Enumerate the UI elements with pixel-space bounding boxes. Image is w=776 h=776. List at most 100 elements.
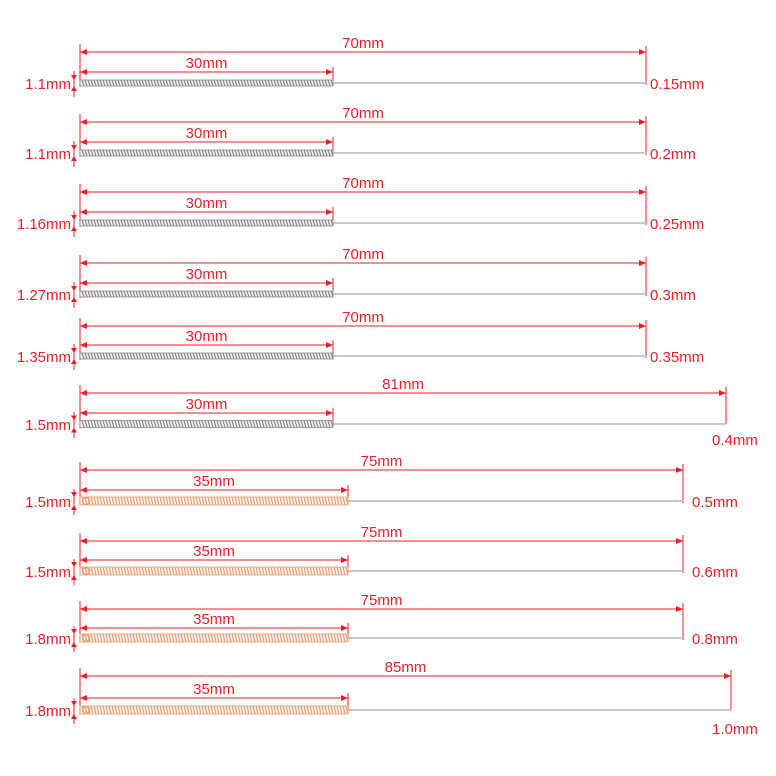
total-length-arrow-left-arrowhead <box>80 260 87 266</box>
coil-diameter-label: 1.8mm <box>25 703 71 720</box>
spring-row: 85mm 35mm 1.8mm 1.0mm <box>25 659 758 738</box>
total-length-arrow-left-arrowhead <box>80 189 87 195</box>
coil-length-label: 35mm <box>193 681 235 698</box>
total-length-arrow-right-arrowhead <box>639 119 646 125</box>
coil-length-arrow-left-arrowhead <box>80 280 87 286</box>
coil-diameter-label: 1.1mm <box>25 146 71 163</box>
total-length-arrow-right-arrowhead <box>676 538 683 544</box>
coil-length-label: 30mm <box>186 55 228 72</box>
spring-row: 70mm 30mm 1.1mm 0.2mm <box>25 105 696 167</box>
coil-end-loop <box>81 705 91 715</box>
coil-windings <box>81 149 334 157</box>
coil-length-label: 35mm <box>193 473 235 490</box>
coil-length-arrow-left-arrowhead <box>80 69 87 75</box>
total-length-arrow-left-arrowhead <box>80 606 87 612</box>
diameter-arrow-top <box>71 562 77 567</box>
total-length-arrow-right-arrowhead <box>639 49 646 55</box>
diameter-arrow-bottom <box>71 505 77 510</box>
coil-windings <box>81 290 334 298</box>
coil-length-arrow-right-arrowhead <box>326 280 333 286</box>
spring-row: 70mm 30mm 1.27mm 0.3mm <box>17 246 696 308</box>
spring-row: 75mm 35mm 1.5mm 0.5mm <box>25 453 738 515</box>
coil-length-arrow-left-arrowhead <box>80 342 87 348</box>
coil-length-label: 30mm <box>186 125 228 142</box>
total-length-arrow-left-arrowhead <box>80 467 87 473</box>
diameter-arrow-bottom <box>71 359 77 364</box>
diameter-arrow-bottom <box>71 575 77 580</box>
coil-windings <box>81 219 334 227</box>
total-length-label: 70mm <box>342 246 384 263</box>
total-length-label: 75mm <box>361 524 403 541</box>
coil-length-arrow-right-arrowhead <box>326 342 333 348</box>
coil-end-loop <box>81 566 91 576</box>
coil-diameter-label: 1.5mm <box>25 494 71 511</box>
total-length-label: 75mm <box>361 453 403 470</box>
wire-diameter-label: 0.4mm <box>712 432 758 449</box>
coil-length-label: 35mm <box>193 543 235 560</box>
wire-diameter-label: 0.8mm <box>692 631 738 648</box>
total-length-arrow-right-arrowhead <box>724 673 731 679</box>
coil-end-loop <box>81 633 91 643</box>
total-length-arrow-right-arrowhead <box>639 323 646 329</box>
diameter-arrow-bottom <box>71 297 77 302</box>
diameter-arrow-top <box>71 215 77 220</box>
coil-diameter-label: 1.1mm <box>25 76 71 93</box>
coil-length-label: 30mm <box>186 266 228 283</box>
coil-windings <box>81 79 334 87</box>
diameter-arrow-bottom <box>71 156 77 161</box>
spring-row: 81mm 30mm 1.5mm 0.4mm <box>25 376 758 449</box>
coil-diameter-label: 1.27mm <box>17 287 71 304</box>
total-length-label: 70mm <box>342 35 384 52</box>
coil-length-arrow-right-arrowhead <box>341 487 348 493</box>
coil-length-arrow-left-arrowhead <box>80 487 87 493</box>
total-length-arrow-left-arrowhead <box>80 49 87 55</box>
total-length-arrow-left-arrowhead <box>80 323 87 329</box>
spring-row: 70mm 30mm 1.1mm 0.15mm <box>25 35 704 97</box>
coil-length-arrow-right-arrowhead <box>341 557 348 563</box>
coil-diameter-label: 1.5mm <box>25 564 71 581</box>
total-length-arrow-left-arrowhead <box>80 119 87 125</box>
wire-diameter-label: 0.25mm <box>650 216 704 233</box>
wire-diameter-label: 1.0mm <box>712 721 758 738</box>
coil-length-arrow-left-arrowhead <box>80 625 87 631</box>
spring-row: 70mm 30mm 1.16mm 0.25mm <box>17 175 704 237</box>
coil-length-arrow-right-arrowhead <box>326 139 333 145</box>
diameter-arrow-top <box>71 629 77 634</box>
coil-length-arrow-right-arrowhead <box>326 410 333 416</box>
wire-diameter-label: 0.15mm <box>650 76 704 93</box>
wire-diameter-label: 0.5mm <box>692 494 738 511</box>
coil-diameter-label: 1.5mm <box>25 417 71 434</box>
wire-diameter-label: 0.35mm <box>650 349 704 366</box>
coil-length-arrow-right-arrowhead <box>326 209 333 215</box>
diameter-arrow-bottom <box>71 226 77 231</box>
diameter-arrow-bottom <box>71 642 77 647</box>
total-length-arrow-left-arrowhead <box>80 390 87 396</box>
total-length-arrow-right-arrowhead <box>639 189 646 195</box>
spring-row: 75mm 35mm 1.5mm 0.6mm <box>25 524 738 585</box>
coil-length-arrow-right-arrowhead <box>341 695 348 701</box>
spring-row: 70mm 30mm 1.35mm 0.35mm <box>17 309 704 370</box>
coil-length-arrow-right-arrowhead <box>326 69 333 75</box>
total-length-label: 75mm <box>361 592 403 609</box>
coil-length-label: 30mm <box>186 328 228 345</box>
coil-diameter-label: 1.16mm <box>17 216 71 233</box>
total-length-arrow-right-arrowhead <box>676 467 683 473</box>
spring-row: 75mm 35mm 1.8mm 0.8mm <box>25 592 738 652</box>
diameter-arrow-top <box>71 348 77 353</box>
total-length-label: 70mm <box>342 309 384 326</box>
diameter-arrow-bottom <box>71 427 77 433</box>
diameter-arrow-bottom <box>71 714 77 719</box>
diameter-arrow-top <box>71 145 77 150</box>
diameter-arrow-top <box>71 701 77 706</box>
coil-length-label: 30mm <box>186 396 228 413</box>
total-length-label: 85mm <box>385 659 427 676</box>
total-length-label: 81mm <box>382 376 424 393</box>
coil-end-loop <box>81 496 91 506</box>
total-length-arrow-right-arrowhead <box>639 260 646 266</box>
total-length-arrow-right-arrowhead <box>676 606 683 612</box>
diameter-arrow-top <box>71 492 77 497</box>
coil-length-arrow-left-arrowhead <box>80 139 87 145</box>
total-length-label: 70mm <box>342 175 384 192</box>
